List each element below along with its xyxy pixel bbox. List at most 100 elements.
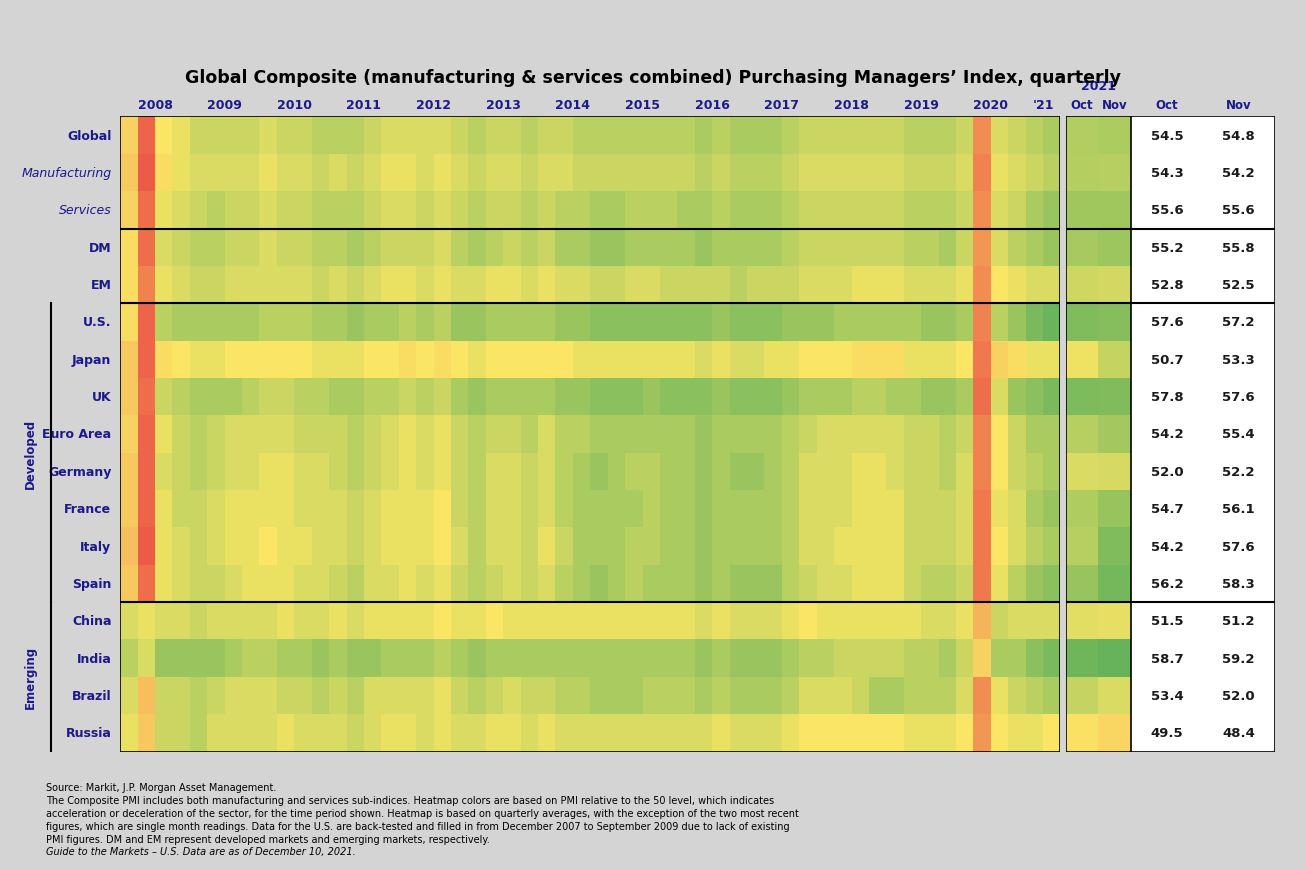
Bar: [312, 192, 329, 229]
Bar: [1008, 602, 1025, 640]
Bar: [398, 602, 417, 640]
Bar: [939, 379, 956, 416]
Bar: [868, 379, 887, 416]
Bar: [137, 453, 155, 490]
Bar: [660, 677, 678, 714]
Bar: [1066, 342, 1098, 379]
Bar: [626, 490, 643, 527]
Bar: [643, 304, 660, 342]
Bar: [294, 416, 312, 453]
Bar: [868, 640, 887, 677]
Bar: [521, 416, 538, 453]
Bar: [887, 714, 904, 752]
Bar: [312, 602, 329, 640]
Bar: [1043, 714, 1060, 752]
Bar: [973, 640, 991, 677]
Bar: [294, 565, 312, 602]
Bar: [503, 565, 521, 602]
Bar: [643, 342, 660, 379]
Bar: [417, 267, 434, 304]
Bar: [782, 229, 799, 267]
Bar: [590, 229, 607, 267]
Bar: [747, 416, 764, 453]
Bar: [294, 490, 312, 527]
Bar: [312, 155, 329, 192]
Bar: [799, 342, 816, 379]
Bar: [294, 155, 312, 192]
Bar: [381, 677, 398, 714]
Bar: [242, 677, 260, 714]
Bar: [626, 229, 643, 267]
Bar: [364, 379, 381, 416]
Bar: [137, 342, 155, 379]
Bar: [155, 416, 172, 453]
Bar: [1025, 267, 1043, 304]
Text: figures, which are single month readings. Data for the U.S. are back-tested and : figures, which are single month readings…: [46, 820, 789, 831]
Bar: [816, 342, 835, 379]
Bar: [486, 565, 503, 602]
Bar: [607, 527, 626, 565]
Bar: [208, 714, 225, 752]
Bar: [434, 379, 451, 416]
Bar: [277, 714, 294, 752]
Bar: [451, 342, 469, 379]
Bar: [607, 565, 626, 602]
Bar: [695, 640, 712, 677]
Text: 58.7: 58.7: [1151, 652, 1183, 665]
Bar: [364, 602, 381, 640]
Bar: [242, 342, 260, 379]
Bar: [573, 117, 590, 155]
Bar: [747, 155, 764, 192]
Bar: [137, 714, 155, 752]
Bar: [939, 229, 956, 267]
Text: 58.3: 58.3: [1222, 577, 1255, 590]
Bar: [312, 342, 329, 379]
Bar: [398, 490, 417, 527]
Bar: [678, 117, 695, 155]
Bar: [172, 342, 189, 379]
Bar: [695, 304, 712, 342]
Bar: [398, 304, 417, 342]
Bar: [643, 565, 660, 602]
Bar: [521, 490, 538, 527]
Bar: [799, 640, 816, 677]
Bar: [242, 640, 260, 677]
Bar: [503, 192, 521, 229]
Bar: [469, 527, 486, 565]
Bar: [695, 229, 712, 267]
Bar: [364, 565, 381, 602]
Bar: [1098, 379, 1131, 416]
Bar: [120, 155, 137, 192]
Bar: [189, 192, 208, 229]
Bar: [503, 267, 521, 304]
Bar: [1008, 304, 1025, 342]
Bar: [1098, 416, 1131, 453]
Bar: [573, 677, 590, 714]
Bar: [678, 453, 695, 490]
Bar: [1066, 677, 1098, 714]
Bar: [660, 117, 678, 155]
Bar: [555, 267, 573, 304]
Bar: [660, 192, 678, 229]
Bar: [904, 117, 921, 155]
Bar: [189, 677, 208, 714]
Bar: [643, 192, 660, 229]
Text: China: China: [72, 614, 111, 627]
Bar: [1025, 229, 1043, 267]
Bar: [712, 527, 730, 565]
Bar: [434, 453, 451, 490]
Bar: [590, 453, 607, 490]
Bar: [398, 192, 417, 229]
Bar: [260, 565, 277, 602]
Text: 56.1: 56.1: [1222, 502, 1255, 515]
Text: 54.2: 54.2: [1222, 167, 1255, 180]
Bar: [120, 527, 137, 565]
Bar: [852, 304, 868, 342]
Bar: [329, 229, 346, 267]
Bar: [451, 229, 469, 267]
Bar: [939, 602, 956, 640]
Bar: [921, 527, 939, 565]
Bar: [398, 714, 417, 752]
Bar: [189, 714, 208, 752]
Bar: [120, 342, 137, 379]
